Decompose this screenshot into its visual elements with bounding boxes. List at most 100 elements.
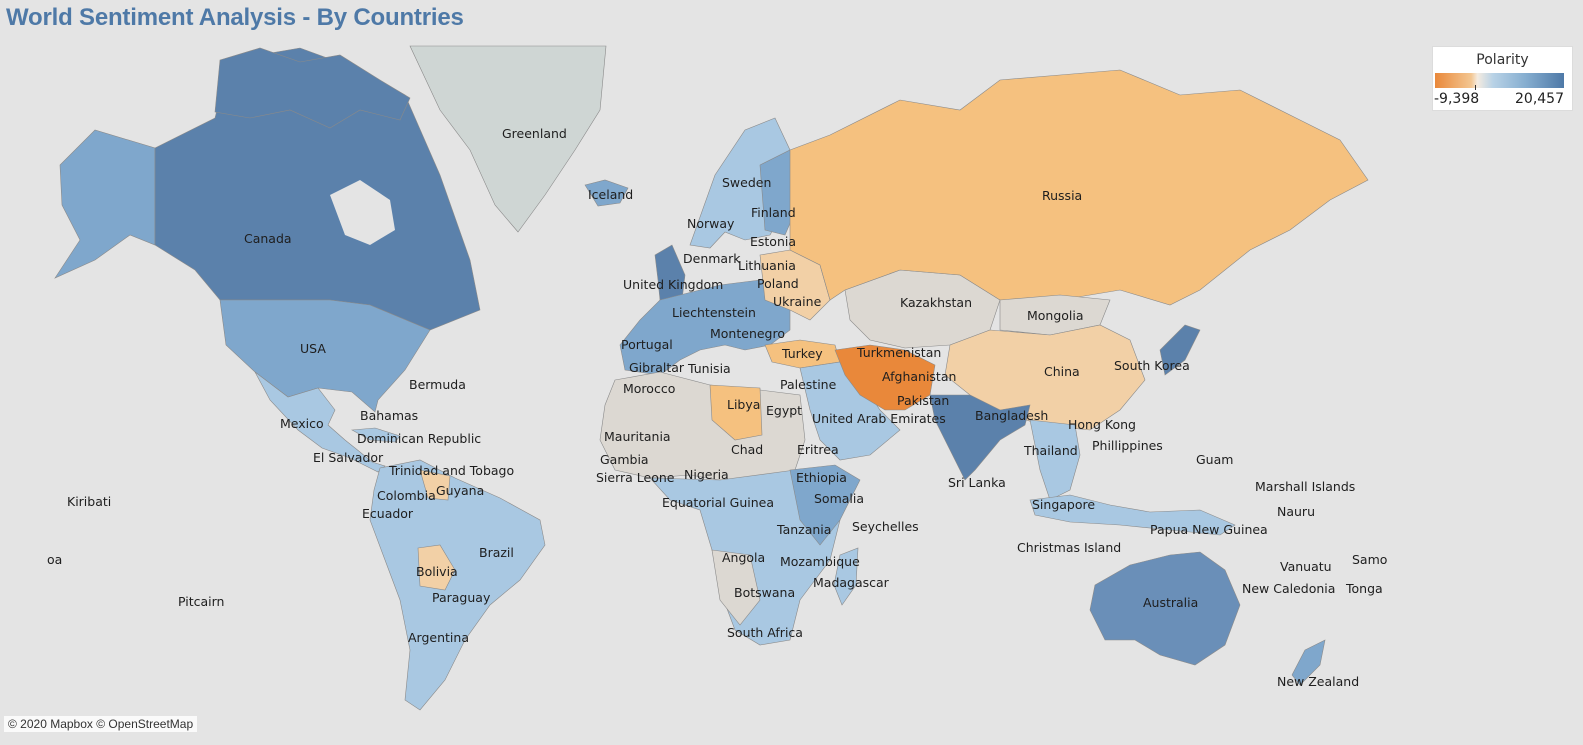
country-label[interactable]: Pitcairn: [178, 594, 224, 609]
country-label[interactable]: Ethiopia: [796, 470, 847, 485]
country-label[interactable]: Guam: [1196, 452, 1233, 467]
country-label[interactable]: Nigeria: [684, 467, 729, 482]
region-guyana[interactable]: [419, 469, 451, 501]
region-southeast-asia[interactable]: [1029, 419, 1081, 501]
country-label[interactable]: USA: [300, 341, 326, 356]
country-label[interactable]: Morocco: [623, 381, 675, 396]
region-russia[interactable]: [789, 69, 1369, 306]
country-label[interactable]: Mauritania: [604, 429, 671, 444]
region-iceland[interactable]: [584, 179, 629, 207]
country-label[interactable]: Somalia: [814, 491, 864, 506]
country-label[interactable]: Egypt: [766, 403, 802, 418]
country-label[interactable]: Samo: [1352, 552, 1387, 567]
country-label[interactable]: Turkmenistan: [856, 345, 941, 360]
country-label[interactable]: Lithuania: [738, 258, 796, 273]
country-label[interactable]: Mexico: [280, 416, 324, 431]
country-label[interactable]: Botswana: [734, 585, 795, 600]
region-new-zealand[interactable]: [1291, 639, 1326, 686]
country-label[interactable]: Christmas Island: [1017, 540, 1121, 555]
country-label[interactable]: Ecuador: [362, 506, 414, 521]
country-label[interactable]: Liechtenstein: [672, 305, 756, 320]
country-label[interactable]: Bahamas: [360, 408, 418, 423]
country-label[interactable]: Bolivia: [416, 564, 458, 579]
country-label[interactable]: Equatorial Guinea: [662, 495, 774, 510]
country-label[interactable]: Brazil: [479, 545, 514, 560]
region-mexico[interactable]: [254, 371, 386, 473]
country-label[interactable]: Thailand: [1023, 443, 1078, 458]
country-label[interactable]: Estonia: [750, 234, 796, 249]
country-label[interactable]: Marshall Islands: [1255, 479, 1355, 494]
country-label[interactable]: Russia: [1042, 188, 1082, 203]
country-label[interactable]: Norway: [687, 216, 735, 231]
country-label[interactable]: United Arab Emirates: [812, 411, 946, 426]
country-label[interactable]: Denmark: [683, 251, 741, 266]
country-label[interactable]: South Africa: [727, 625, 803, 640]
country-label[interactable]: Kazakhstan: [900, 295, 972, 310]
country-label[interactable]: Nauru: [1277, 504, 1315, 519]
country-label[interactable]: Canada: [244, 231, 292, 246]
region-indonesia[interactable]: [1029, 494, 1236, 536]
country-label[interactable]: Montenegro: [710, 326, 785, 341]
country-label[interactable]: Vanuatu: [1280, 559, 1332, 574]
polarity-legend[interactable]: Polarity -9,398 20,457: [1432, 46, 1573, 111]
country-label[interactable]: Madagascar: [813, 575, 890, 590]
country-label[interactable]: Turkey: [781, 346, 823, 361]
region-iran-afghanistan[interactable]: [834, 344, 936, 411]
region-usa[interactable]: [219, 299, 431, 413]
region-south-america[interactable]: [369, 459, 546, 711]
country-label[interactable]: Tonga: [1345, 581, 1383, 596]
region-east-africa[interactable]: [789, 464, 861, 546]
country-label[interactable]: New Caledonia: [1242, 581, 1335, 596]
country-label[interactable]: Pakistan: [897, 393, 949, 408]
country-label[interactable]: Sweden: [722, 175, 771, 190]
country-label[interactable]: Trinidad and Tobago: [388, 463, 514, 478]
country-label[interactable]: Dominican Republic: [357, 431, 481, 446]
country-label[interactable]: Seychelles: [852, 519, 919, 534]
map-attribution[interactable]: © 2020 Mapbox © OpenStreetMap: [4, 716, 198, 732]
country-label[interactable]: Tanzania: [776, 522, 831, 537]
country-label[interactable]: Ukraine: [773, 294, 822, 309]
country-label[interactable]: Paraguay: [432, 590, 491, 605]
country-label[interactable]: Iceland: [588, 187, 633, 202]
region-greenland[interactable]: [409, 45, 607, 233]
country-label[interactable]: Hong Kong: [1068, 417, 1136, 432]
country-label[interactable]: Colombia: [377, 488, 436, 503]
region-libya[interactable]: [709, 384, 763, 441]
country-label[interactable]: Tunisia: [687, 361, 731, 376]
region-madagascar[interactable]: [833, 547, 859, 606]
country-label[interactable]: Angola: [722, 550, 765, 565]
country-label[interactable]: Sierra Leone: [596, 470, 675, 485]
country-label[interactable]: Palestine: [780, 377, 837, 392]
country-label[interactable]: Bermuda: [409, 377, 466, 392]
country-label[interactable]: Australia: [1143, 595, 1198, 610]
region-bolivia[interactable]: [417, 544, 456, 591]
country-label[interactable]: Finland: [751, 205, 796, 220]
country-label[interactable]: Portugal: [621, 337, 673, 352]
region-caribbean[interactable]: [350, 427, 401, 443]
country-label[interactable]: Guyana: [436, 483, 484, 498]
region-alaska[interactable]: [54, 129, 156, 279]
country-label[interactable]: Sri Lanka: [948, 475, 1006, 490]
country-label[interactable]: Gambia: [600, 452, 649, 467]
country-label[interactable]: Mongolia: [1027, 308, 1084, 323]
country-label[interactable]: New Zealand: [1277, 674, 1359, 689]
region-arctic-islands[interactable]: [214, 47, 411, 129]
country-label[interactable]: Papua New Guinea: [1150, 522, 1268, 537]
country-label[interactable]: South Korea: [1114, 358, 1190, 373]
country-label[interactable]: Bangladesh: [975, 408, 1048, 423]
country-label[interactable]: United Kingdom: [623, 277, 723, 292]
country-label[interactable]: Chad: [731, 442, 763, 457]
country-label[interactable]: Phillippines: [1092, 438, 1163, 453]
region-japan-korea[interactable]: [1159, 324, 1201, 376]
country-label[interactable]: Afghanistan: [882, 369, 956, 384]
country-label[interactable]: Gibraltar: [629, 360, 685, 375]
country-label[interactable]: Greenland: [502, 126, 567, 141]
country-label[interactable]: El Salvador: [313, 450, 384, 465]
country-label[interactable]: Libya: [727, 397, 760, 412]
region-southern-africa[interactable]: [711, 549, 761, 626]
country-label[interactable]: Eritrea: [797, 442, 839, 457]
country-label[interactable]: Argentina: [408, 630, 469, 645]
country-label[interactable]: China: [1044, 364, 1080, 379]
country-label[interactable]: Kiribati: [67, 494, 111, 509]
